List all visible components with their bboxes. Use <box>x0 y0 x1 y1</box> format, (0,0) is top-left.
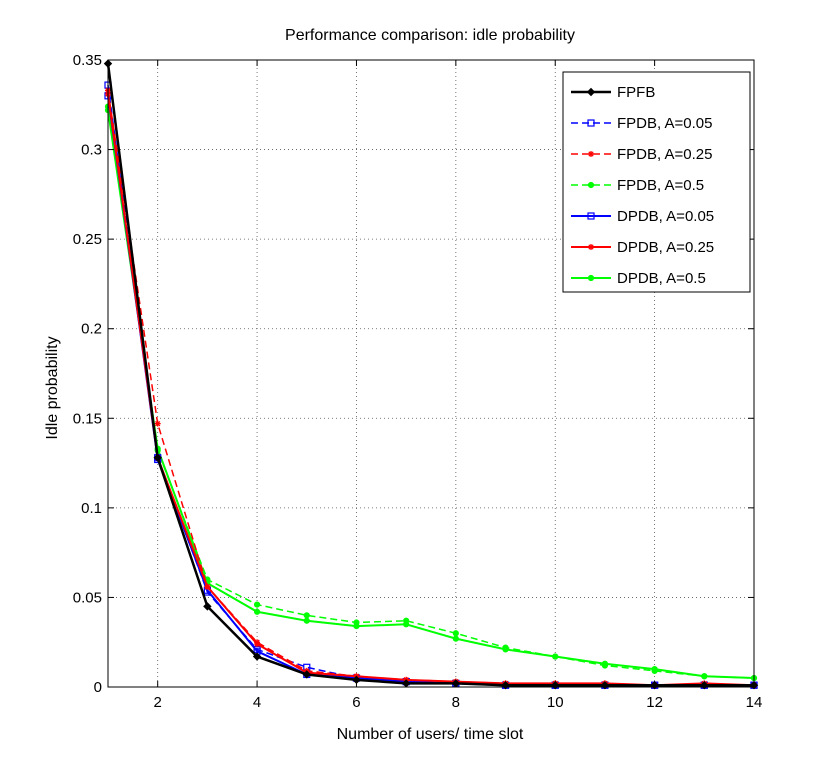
data-point <box>303 617 310 624</box>
x-axis-label: Number of users/ time slot <box>337 726 524 743</box>
legend-label: FPFB <box>617 84 655 101</box>
y-tick-label: 0.35 <box>73 52 102 69</box>
legend-marker <box>587 212 595 220</box>
y-axis-label: Idle probability <box>44 336 61 439</box>
legend-label: DPDB, A=0.25 <box>617 239 714 256</box>
y-tick-label: 0.2 <box>81 321 102 338</box>
legend-box <box>562 71 751 293</box>
data-point <box>253 601 261 608</box>
legend-label: FPDB, A=0.05 <box>617 115 712 132</box>
legend-marker <box>588 244 594 250</box>
y-tick-label: 0 <box>94 679 102 696</box>
legend-entry: DPDB, A=0.5 <box>571 270 706 287</box>
y-tick-label: 0.25 <box>73 231 102 248</box>
data-point <box>204 583 211 590</box>
data-point <box>353 622 360 630</box>
chart-title: Performance comparison: idle probability <box>285 27 575 44</box>
y-tick-label: 0.3 <box>81 142 102 159</box>
legend-label: FPDB, A=0.5 <box>617 177 704 194</box>
y-tick-label: 0.15 <box>73 410 102 427</box>
data-point <box>651 665 658 673</box>
series-line <box>106 63 754 687</box>
x-tick-label: 8 <box>452 694 460 711</box>
legend-entry: FPDB, A=0.5 <box>571 177 704 194</box>
data-point <box>203 602 212 611</box>
legend-marker <box>587 119 595 127</box>
series-line <box>107 110 755 680</box>
legend-entry: DPDB, A=0.05 <box>571 208 714 225</box>
data-point <box>303 612 310 619</box>
data-point <box>153 453 162 462</box>
legend-marker <box>587 181 595 189</box>
data-point <box>254 641 261 648</box>
x-tick-label: 10 <box>547 694 564 711</box>
x-tick-label: 6 <box>352 694 360 711</box>
axes: 2 4 6 8 10 12 14 0 0.05 0.1 0.15 0.2 0.25 0.3 0.35 <box>73 52 763 711</box>
x-tick-label: 12 <box>646 694 663 711</box>
plot-frame <box>107 59 755 688</box>
data-point <box>701 673 708 680</box>
legend-entry: FPDB, A=0.05 <box>571 115 712 132</box>
legend-entry: FPFB <box>571 84 655 101</box>
legend-marker <box>588 151 594 157</box>
y-tick-label: 0.1 <box>81 500 102 517</box>
legend-marker <box>587 274 595 282</box>
x-tick-label: 2 <box>154 694 162 711</box>
data-point <box>552 653 559 660</box>
x-tick-label: 14 <box>746 694 763 711</box>
data-point <box>452 635 459 642</box>
data-point <box>502 646 509 653</box>
data-point <box>601 660 609 667</box>
data-point <box>403 621 410 628</box>
legend-label: FPDB, A=0.25 <box>617 146 712 163</box>
x-tick-label: 4 <box>253 694 261 711</box>
data-point <box>252 652 262 661</box>
data-point <box>253 608 261 615</box>
data-point <box>302 670 311 679</box>
legend-marker <box>586 87 596 97</box>
data-point <box>154 420 161 427</box>
legend-entry: DPDB, A=0.25 <box>571 239 714 256</box>
legend: FPFB FPDB, A=0.05 FPDB, A=0.25 FPDB, A=0.5 D… <box>562 71 751 293</box>
data-point <box>452 630 459 637</box>
legend-entry: FPDB, A=0.25 <box>571 146 712 163</box>
legend-label: DPDB, A=0.5 <box>617 270 706 287</box>
legend-label: DPDB, A=0.05 <box>617 208 714 225</box>
y-tick-label: 0.05 <box>73 589 102 606</box>
series-line <box>107 106 755 679</box>
